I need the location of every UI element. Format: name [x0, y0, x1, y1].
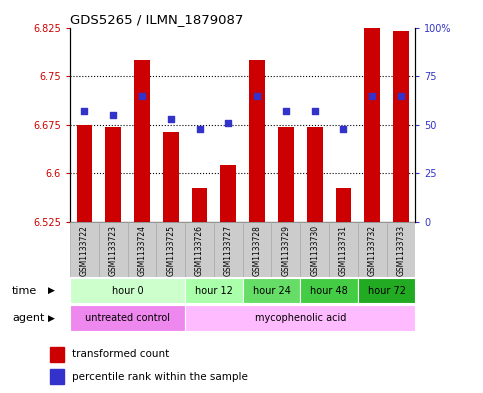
Bar [185, 305, 415, 331]
Text: time: time [12, 286, 37, 296]
Bar [300, 222, 329, 277]
Text: hour 24: hour 24 [253, 286, 290, 296]
Text: hour 72: hour 72 [368, 286, 406, 296]
Bar [329, 222, 358, 277]
Bar [393, 31, 409, 222]
Bar [185, 278, 243, 303]
Bar [307, 127, 323, 222]
Text: GSM1133729: GSM1133729 [282, 225, 290, 276]
Text: GSM1133726: GSM1133726 [195, 225, 204, 276]
Bar [364, 18, 380, 222]
Point [369, 92, 376, 99]
Text: GSM1133724: GSM1133724 [138, 225, 146, 276]
Text: transformed count: transformed count [72, 349, 169, 359]
Bar [278, 127, 294, 222]
Bar [105, 127, 121, 222]
Text: hour 0: hour 0 [112, 286, 143, 296]
Point [81, 108, 88, 114]
Bar [70, 278, 185, 303]
Bar [243, 222, 271, 277]
Bar [271, 222, 300, 277]
Text: mycophenolic acid: mycophenolic acid [255, 313, 346, 323]
Point [196, 125, 203, 132]
Bar [336, 188, 351, 222]
Bar [243, 278, 300, 303]
Bar [50, 347, 64, 362]
Text: GSM1133731: GSM1133731 [339, 225, 348, 276]
Text: GSM1133723: GSM1133723 [109, 225, 118, 276]
Bar [300, 278, 358, 303]
Point [340, 125, 347, 132]
Text: GSM1133732: GSM1133732 [368, 225, 377, 276]
Text: ▶: ▶ [48, 286, 55, 295]
Bar [156, 222, 185, 277]
Bar [358, 222, 386, 277]
Text: GSM1133722: GSM1133722 [80, 225, 89, 275]
Bar [163, 132, 179, 222]
Bar [70, 305, 185, 331]
Text: GSM1133730: GSM1133730 [310, 225, 319, 276]
Point [225, 120, 232, 126]
Text: hour 12: hour 12 [195, 286, 233, 296]
Point [138, 92, 146, 99]
Text: ▶: ▶ [48, 314, 55, 323]
Bar [249, 60, 265, 222]
Point [167, 116, 175, 122]
Point [397, 92, 405, 99]
Bar [220, 165, 236, 222]
Text: GSM1133725: GSM1133725 [166, 225, 175, 276]
Text: GSM1133727: GSM1133727 [224, 225, 233, 276]
Text: agent: agent [12, 313, 44, 323]
Bar [70, 222, 99, 277]
Bar [134, 60, 150, 222]
Point [109, 112, 117, 118]
Bar [99, 222, 128, 277]
Point [282, 108, 290, 114]
Text: GSM1133728: GSM1133728 [253, 225, 262, 275]
Bar [128, 222, 156, 277]
Bar [358, 278, 415, 303]
Bar [214, 222, 243, 277]
Text: untreated control: untreated control [85, 313, 170, 323]
Point [311, 108, 318, 114]
Bar [50, 369, 64, 384]
Bar [386, 222, 415, 277]
Bar [185, 222, 214, 277]
Text: GDS5265 / ILMN_1879087: GDS5265 / ILMN_1879087 [70, 13, 243, 26]
Text: percentile rank within the sample: percentile rank within the sample [72, 372, 248, 382]
Bar [192, 188, 208, 222]
Text: GSM1133733: GSM1133733 [397, 225, 406, 276]
Point [253, 92, 261, 99]
Text: hour 48: hour 48 [310, 286, 348, 296]
Bar [76, 125, 92, 222]
